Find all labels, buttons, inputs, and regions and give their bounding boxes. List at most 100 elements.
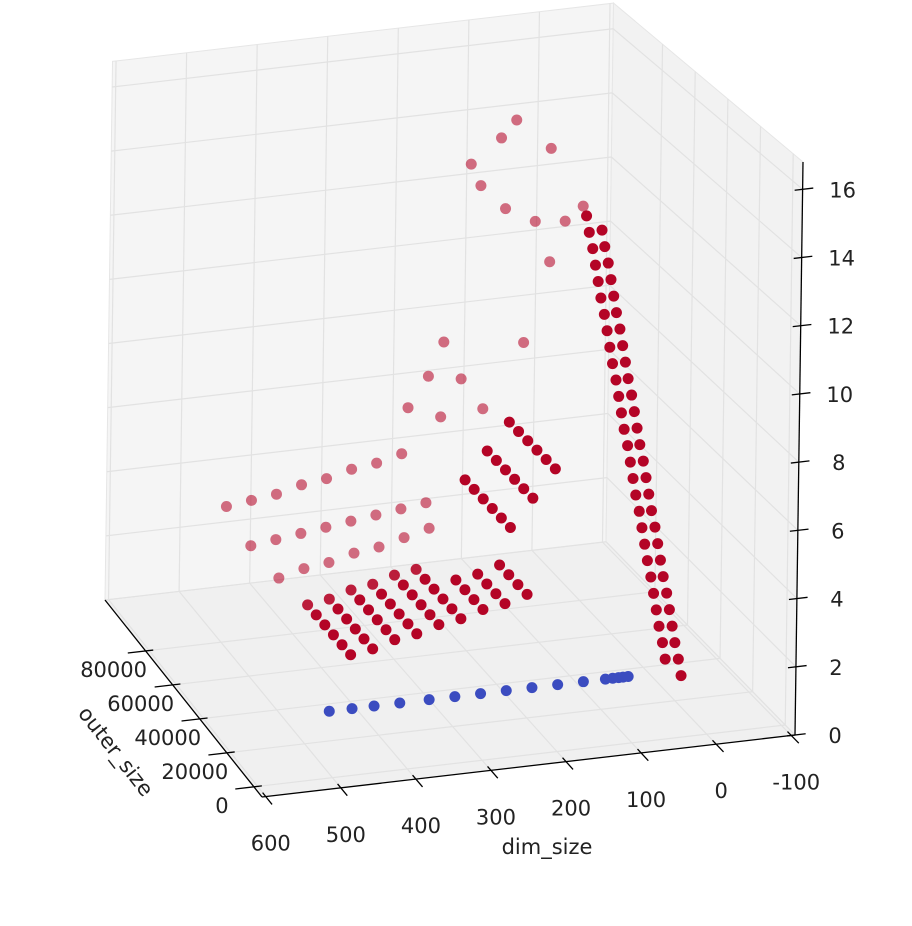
grid-line <box>612 28 804 190</box>
data-point <box>428 583 440 595</box>
data-point <box>367 578 379 590</box>
z-tick-label: 8 <box>832 451 845 475</box>
data-point <box>598 308 610 320</box>
data-point <box>437 593 449 605</box>
data-point <box>529 215 541 227</box>
data-point <box>270 534 282 546</box>
y-tick-label: 20000 <box>161 760 228 784</box>
data-point <box>321 473 333 485</box>
data-point <box>610 307 622 319</box>
x-tick-label: 100 <box>626 788 666 812</box>
data-point <box>449 691 461 703</box>
data-point <box>420 497 432 509</box>
data-point <box>589 259 601 271</box>
grid-line <box>608 348 799 531</box>
grid-line <box>106 412 608 473</box>
data-point <box>459 584 471 596</box>
data-point <box>618 423 630 435</box>
data-point <box>345 584 357 596</box>
data-point <box>552 679 564 691</box>
data-point <box>607 358 619 370</box>
data-point <box>592 276 604 288</box>
data-point <box>499 464 511 476</box>
grid-line <box>609 284 800 463</box>
data-point <box>654 554 666 566</box>
data-point <box>396 448 408 460</box>
data-point <box>341 613 353 625</box>
data-point <box>459 474 471 486</box>
data-point <box>468 483 480 495</box>
z-tick-label: 4 <box>830 588 843 612</box>
data-point <box>411 628 423 640</box>
data-point <box>599 241 611 253</box>
data-point <box>596 224 608 236</box>
data-point <box>371 457 383 469</box>
data-point <box>531 444 543 456</box>
data-point <box>614 323 626 335</box>
data-point <box>475 688 487 700</box>
data-point <box>495 512 507 524</box>
grid-line <box>610 220 801 395</box>
data-point <box>626 389 638 401</box>
grid-line <box>390 566 567 763</box>
data-point <box>610 374 622 386</box>
data-point <box>577 676 589 688</box>
data-point <box>587 243 599 255</box>
data-point <box>319 619 331 631</box>
x-tick-label: 0 <box>714 779 727 803</box>
grid-line <box>172 624 688 686</box>
data-point <box>549 463 561 475</box>
data-point <box>220 500 232 512</box>
grid-line <box>199 657 721 720</box>
grid-line <box>108 599 267 797</box>
data-point <box>419 573 431 585</box>
data-point <box>438 336 450 348</box>
data-point <box>481 445 493 457</box>
grid-line <box>107 348 609 409</box>
data-point <box>650 604 662 616</box>
x-tick <box>262 792 273 805</box>
y-tick <box>208 751 235 756</box>
data-point <box>615 407 627 419</box>
x-tick-label: -100 <box>772 770 820 794</box>
y-tick-label: 60000 <box>107 692 174 716</box>
data-point <box>368 700 380 712</box>
y-tick-label: 0 <box>215 794 228 818</box>
data-point <box>500 685 512 697</box>
data-point <box>380 624 392 636</box>
data-point <box>512 579 524 591</box>
data-point <box>540 453 552 465</box>
data-point <box>410 563 422 575</box>
data-point <box>376 588 388 600</box>
data-point <box>332 603 344 615</box>
data-point <box>622 373 634 385</box>
z-tick <box>794 187 814 191</box>
data-point <box>511 114 523 126</box>
data-point <box>503 569 515 581</box>
data-point <box>358 633 370 645</box>
data-point <box>628 406 640 418</box>
data-point <box>605 274 617 286</box>
data-point <box>310 609 322 621</box>
data-point <box>468 594 480 606</box>
data-point <box>367 643 379 655</box>
data-point <box>643 488 655 500</box>
data-point <box>346 703 358 715</box>
data-point <box>509 473 521 485</box>
data-point <box>652 538 664 550</box>
data-point <box>345 649 357 661</box>
data-point <box>518 336 530 348</box>
data-point <box>245 540 257 552</box>
data-point <box>345 515 357 527</box>
data-point <box>622 670 634 682</box>
z-tick-label: 0 <box>828 724 841 748</box>
data-point <box>619 356 631 368</box>
data-point <box>645 571 657 583</box>
data-point <box>455 613 467 625</box>
data-point <box>637 455 649 467</box>
data-point <box>518 483 530 495</box>
x-tick-label: 300 <box>476 805 516 829</box>
data-point <box>336 639 348 651</box>
data-point <box>622 440 634 452</box>
x-tick <box>412 774 424 788</box>
